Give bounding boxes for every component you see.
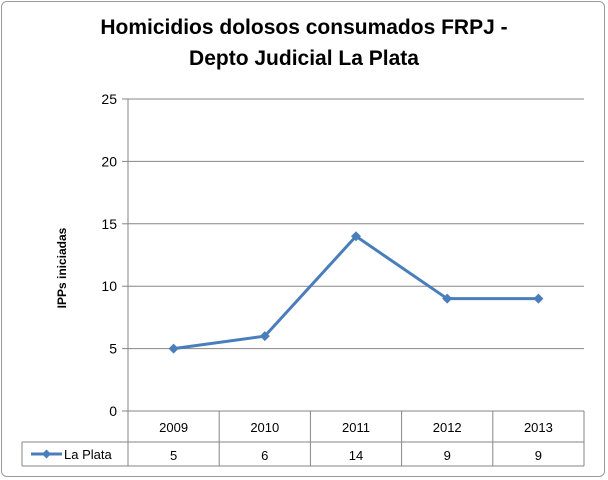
x-tick-label-2011: 2011 [342,420,370,435]
data-point-2013 [533,293,544,304]
data-table: 2009 2010 2011 2012 2013 5 6 14 9 9 La Plata [21,410,585,467]
series-line-la-plata [173,234,539,351]
y-axis-label: IPPs iniciadas [55,227,69,308]
data-point-2009 [168,343,179,354]
y-tick-label-25: 25 [101,91,117,107]
x-tick-label-2010: 2010 [250,420,279,435]
data-point-2012 [442,293,453,304]
data-point-2010 [259,331,270,342]
y-tick-labels: 0 5 10 15 20 25 [101,91,117,419]
gridlines [122,98,584,412]
chart-title-line-2: Depto Judicial La Plata [189,47,419,70]
table-value-2013: 9 [535,448,542,463]
table-value-2010: 6 [261,448,268,463]
y-tick-label-15: 15 [101,216,117,232]
x-tick-label-2013: 2013 [524,420,553,435]
x-tick-label-2012: 2012 [433,420,462,435]
y-tick-label-10: 10 [101,278,117,294]
x-tick-label-2009: 2009 [159,420,188,435]
chart-title: Homicidios dolosos consumados FRPJ - Dep… [0,12,608,74]
y-tick-label-5: 5 [109,341,117,357]
y-tick-label-20: 20 [101,153,117,169]
table-value-2009: 5 [170,448,177,463]
series-la-plata [168,231,544,354]
legend-marker-key [42,449,51,459]
legend-label-la-plata: La Plata [64,447,112,462]
chart-title-line-1: Homicidios dolosos consumados FRPJ - [100,16,508,39]
table-value-2012: 9 [444,448,451,463]
table-value-2011: 14 [349,448,363,463]
y-tick-label-0: 0 [109,403,117,419]
data-point-2011 [351,231,361,242]
